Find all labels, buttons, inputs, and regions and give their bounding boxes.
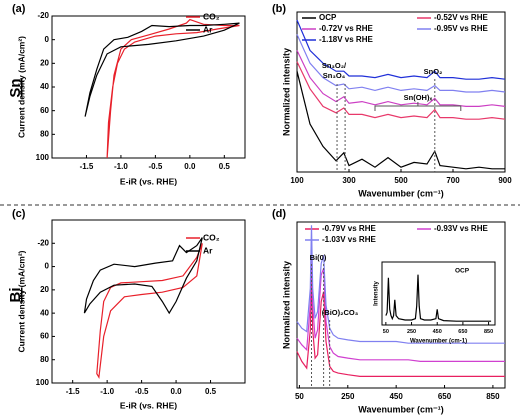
legend-label: -1.03V vs RHE	[322, 235, 376, 244]
legend-label: Ar	[203, 24, 213, 34]
x-tick-label: 450	[433, 329, 442, 335]
x-tick-label: 700	[446, 176, 460, 185]
y-tick-label: 60	[40, 332, 49, 341]
annotation: Bi(0)	[310, 253, 327, 262]
legend-label: CO₂	[203, 232, 220, 242]
legend-label: -0.52V vs RHE	[434, 13, 488, 22]
y-axis-label: Normalized intensity	[281, 261, 291, 349]
x-tick-label: -1.0	[100, 387, 114, 396]
x-tick-label: 250	[407, 329, 416, 335]
y-tick-label: 40	[40, 82, 49, 91]
legend-label: CO₂	[203, 11, 220, 21]
y-tick-label: 0	[45, 262, 50, 271]
x-tick-label: -1.0	[114, 162, 128, 171]
data-line	[96, 243, 203, 380]
data-line	[296, 275, 505, 377]
x-tick-label: 500	[394, 176, 408, 185]
x-axis-label: Wavenumber (cm⁻¹)	[358, 404, 443, 414]
data-line	[385, 274, 492, 322]
x-axis-label: E-iR (vs. RHE)	[120, 400, 177, 410]
x-axis-label: E-iR (vs. RHE)	[120, 176, 177, 186]
plot-frame	[51, 219, 246, 384]
plot-frame	[51, 15, 246, 159]
x-tick-label: 850	[486, 392, 500, 401]
annotation: SnO₂	[424, 67, 443, 76]
y-tick-label: 40	[40, 308, 49, 317]
annotation: Sn₃O₄	[323, 71, 346, 80]
data-line	[296, 19, 506, 80]
x-tick-label: 0.5	[205, 387, 217, 396]
annotation-bracket	[374, 102, 462, 111]
legend-label: -0.93V vs RHE	[434, 224, 488, 233]
x-tick-label: 650	[438, 392, 452, 401]
annotation: Sn₃O₂/	[322, 61, 347, 70]
x-tick-label: 0.0	[171, 387, 183, 396]
data-line	[296, 225, 505, 344]
data-line	[83, 237, 203, 315]
x-tick-label: 250	[341, 392, 355, 401]
legend-label: -1.18V vs RHE	[319, 35, 373, 44]
y-axis-label: Normalized intensity	[281, 48, 291, 136]
chart-title: OCP	[455, 268, 470, 275]
legend-label: OCP	[319, 13, 337, 22]
x-tick-label: 50	[383, 329, 389, 335]
annotation: Sn(OH)ₓ	[404, 93, 433, 102]
data-line	[296, 34, 506, 93]
legend-label: -0.95V vs RHE	[434, 24, 488, 33]
data-line	[296, 61, 506, 120]
y-axis-label: Intensity	[374, 281, 380, 306]
y-axis-label: Current density (mA/cm²)	[16, 36, 26, 138]
x-axis-label: Wavenumber (cm-1)	[410, 339, 467, 345]
x-tick-label: -0.5	[148, 162, 162, 171]
panel-label: (c)	[12, 208, 26, 220]
x-tick-label: 50	[295, 392, 304, 401]
annotation: (BiO)₂CO₃	[322, 308, 359, 317]
y-tick-label: 0	[45, 35, 50, 44]
y-tick-label: 80	[40, 355, 49, 364]
x-tick-label: 0.5	[219, 162, 231, 171]
panel-label: (b)	[272, 3, 286, 15]
y-axis-label: Current density (mA/cm²)	[16, 250, 26, 352]
panel-label: (d)	[272, 208, 286, 220]
y-tick-label: -20	[37, 11, 49, 20]
data-line	[296, 71, 505, 170]
x-tick-label: 850	[484, 329, 493, 335]
data-line	[106, 18, 240, 159]
y-tick-label: 100	[36, 153, 50, 162]
x-tick-label: 100	[290, 176, 304, 185]
x-tick-label: 300	[342, 176, 356, 185]
y-tick-label: -20	[37, 238, 49, 247]
row-label: Bi	[7, 288, 24, 303]
legend-label: -0.79V vs RHE	[322, 224, 376, 233]
x-tick-label: 650	[458, 329, 467, 335]
x-tick-label: -1.5	[80, 162, 94, 171]
y-tick-label: 60	[40, 106, 49, 115]
x-tick-label: 0.0	[184, 162, 196, 171]
legend-label: -0.72V vs RHE	[319, 24, 373, 33]
y-tick-label: 100	[36, 378, 50, 387]
x-tick-label: -1.5	[66, 387, 80, 396]
x-tick-label: 450	[389, 392, 403, 401]
x-axis-label: Wavenumber (cm⁻¹)	[358, 188, 443, 198]
y-tick-label: 20	[40, 285, 49, 294]
legend-label: Ar	[203, 245, 213, 255]
data-line	[296, 50, 506, 107]
panel-label: (a)	[12, 3, 26, 15]
x-tick-label: -0.5	[135, 387, 149, 396]
y-tick-label: 20	[40, 58, 49, 67]
data-line	[84, 22, 240, 117]
y-tick-label: 80	[40, 129, 49, 138]
x-tick-label: 900	[498, 176, 512, 185]
row-label: Sn	[7, 78, 24, 97]
